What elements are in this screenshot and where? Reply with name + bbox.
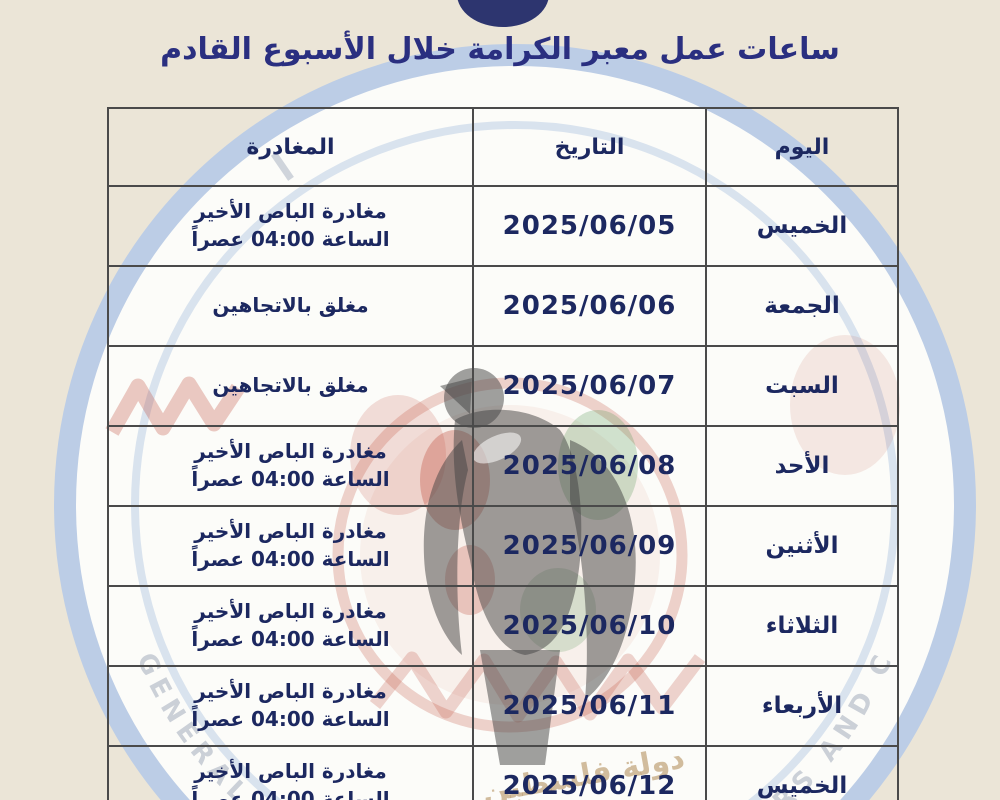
page-title: ساعات عمل معبر الكرامة خلال الأسبوع القا… (160, 32, 840, 67)
departure-line1: مغادرة الباص الأخير (194, 679, 387, 704)
departure-cell: مغادرة الباص الأخير الساعة 04:00 عصراً (107, 745, 474, 800)
departure-cell: مغلق بالاتجاهين (107, 345, 474, 427)
day-cell: الخميس (705, 745, 899, 800)
table-row: الثلاثاء 2025/06/10 مغادرة الباص الأخير … (107, 585, 899, 667)
table-row: الأحد 2025/06/08 مغادرة الباص الأخير الس… (107, 425, 899, 507)
date-cell: 2025/06/11 (472, 665, 707, 747)
logo-fragment-top (457, 0, 549, 27)
day-cell: الجمعة (705, 265, 899, 347)
day-cell: السبت (705, 345, 899, 427)
departure-cell: مغلق بالاتجاهين (107, 265, 474, 347)
table-row: الجمعة 2025/06/06 مغلق بالاتجاهين (107, 265, 899, 347)
departure-line2: الساعة 04:00 عصراً (191, 467, 390, 491)
departure-line2: الساعة 04:00 عصراً (191, 707, 390, 731)
day-cell: الثلاثاء (705, 585, 899, 667)
day-cell: الأربعاء (705, 665, 899, 747)
header-departure: المغادرة (107, 107, 474, 187)
departure-line1: مغلق بالاتجاهين (212, 293, 369, 318)
departure-cell: مغادرة الباص الأخير الساعة 04:00 عصراً (107, 585, 474, 667)
schedule-table: اليوم التاريخ المغادرة الخميس 2025/06/05… (107, 107, 899, 800)
day-cell: الخميس (705, 185, 899, 267)
departure-cell: مغادرة الباص الأخير الساعة 04:00 عصراً (107, 185, 474, 267)
header-date: التاريخ (472, 107, 707, 187)
departure-line2: الساعة 04:00 عصراً (191, 227, 390, 251)
departure-line2: الساعة 04:00 عصراً (191, 547, 390, 571)
departure-line2: الساعة 04:00 عصراً (191, 627, 390, 651)
date-cell: 2025/06/06 (472, 265, 707, 347)
departure-line1: مغادرة الباص الأخير (194, 599, 387, 624)
day-cell: الأثنين (705, 505, 899, 587)
date-cell: 2025/06/07 (472, 345, 707, 427)
departure-line1: مغلق بالاتجاهين (212, 373, 369, 398)
schedule-table-body: الخميس 2025/06/05 مغادرة الباص الأخير ال… (107, 185, 899, 800)
departure-cell: مغادرة الباص الأخير الساعة 04:00 عصراً (107, 665, 474, 747)
date-cell: 2025/06/09 (472, 505, 707, 587)
departure-line1: مغادرة الباص الأخير (194, 199, 387, 224)
table-row: الأربعاء 2025/06/11 مغادرة الباص الأخير … (107, 665, 899, 747)
departure-line2: الساعة 04:00 عصراً (191, 787, 390, 800)
departure-line1: مغادرة الباص الأخير (194, 519, 387, 544)
table-row: الأثنين 2025/06/09 مغادرة الباص الأخير ا… (107, 505, 899, 587)
departure-cell: مغادرة الباص الأخير الساعة 04:00 عصراً (107, 505, 474, 587)
table-row: الخميس 2025/06/05 مغادرة الباص الأخير ال… (107, 185, 899, 267)
table-header-row: اليوم التاريخ المغادرة (107, 107, 899, 187)
date-cell: 2025/06/05 (472, 185, 707, 267)
date-cell: 2025/06/08 (472, 425, 707, 507)
table-row: الخميس 2025/06/12 مغادرة الباص الأخير ال… (107, 745, 899, 800)
header-day: اليوم (705, 107, 899, 187)
table-row: السبت 2025/06/07 مغلق بالاتجاهين (107, 345, 899, 427)
date-cell: 2025/06/10 (472, 585, 707, 667)
departure-line1: مغادرة الباص الأخير (194, 439, 387, 464)
day-cell: الأحد (705, 425, 899, 507)
departure-cell: مغادرة الباص الأخير الساعة 04:00 عصراً (107, 425, 474, 507)
date-cell: 2025/06/12 (472, 745, 707, 800)
departure-line1: مغادرة الباص الأخير (194, 759, 387, 784)
